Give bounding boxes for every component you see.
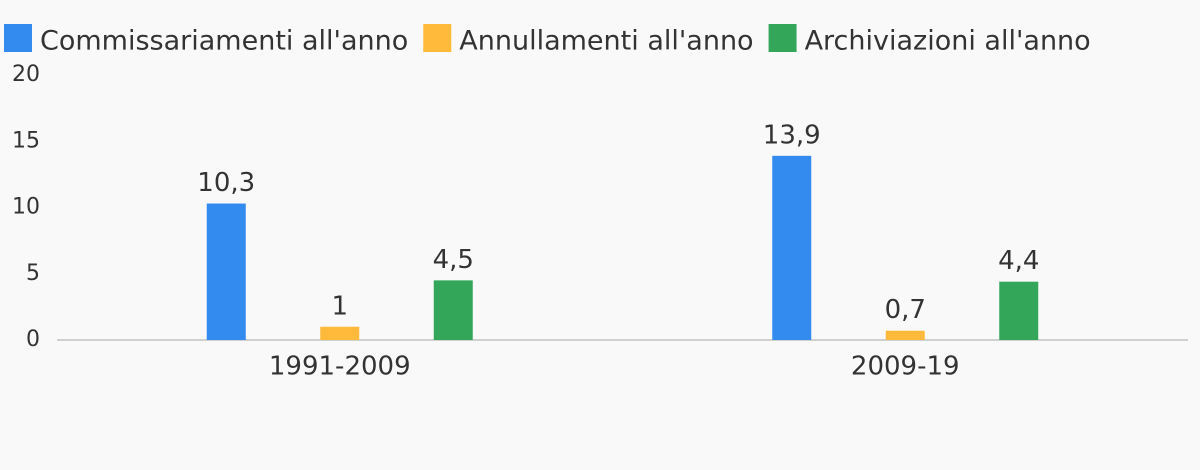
legend-label: Archiviazioni all'anno [805, 26, 1091, 57]
value-label: 4,4 [998, 246, 1039, 276]
bar [433, 280, 473, 340]
value-label: 13,9 [763, 120, 821, 150]
y-tick-label: 10 [12, 195, 40, 220]
legend-swatch [768, 24, 797, 52]
x-tick-label: 2009-19 [851, 352, 960, 382]
legend-label: Annullamenti all'anno [459, 26, 753, 57]
y-tick-label: 0 [26, 327, 40, 352]
y-tick-label: 20 [12, 62, 40, 87]
bar [206, 203, 246, 340]
y-tick-label: 5 [26, 261, 40, 286]
value-label: 0,7 [885, 295, 926, 325]
x-tick-label: 1991-2009 [269, 352, 411, 382]
bar [772, 155, 812, 340]
value-label: 4,5 [433, 245, 474, 275]
bar [885, 330, 925, 340]
y-tick-label: 15 [12, 128, 40, 153]
legend-label: Commissariamenti all'anno [40, 26, 408, 57]
value-label: 1 [331, 291, 348, 321]
legend-swatch [4, 24, 32, 52]
bar [320, 326, 360, 340]
bar [999, 281, 1039, 340]
value-label: 10,3 [197, 168, 255, 198]
legend-swatch [423, 24, 452, 52]
